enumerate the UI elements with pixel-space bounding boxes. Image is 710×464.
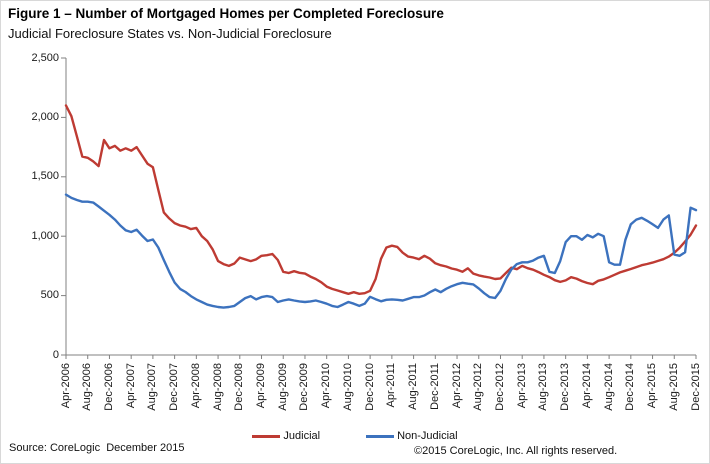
x-tick-label: Dec-2011 <box>428 363 441 410</box>
x-tick-label: Aug-2009 <box>276 363 289 411</box>
x-tick-label: Dec-2009 <box>298 363 311 411</box>
chart-legend: Judicial Non-Judicial <box>1 430 709 442</box>
x-tick-label: Apr-2012 <box>450 363 463 409</box>
x-tick-label: Dec-2010 <box>363 363 376 411</box>
source-note: Source: CoreLogic December 2015 <box>9 442 185 454</box>
legend-label: Judicial <box>283 430 321 442</box>
x-tick-label: Aug-2010 <box>341 363 354 411</box>
legend-item-judicial: Judicial <box>252 430 320 442</box>
x-tick-label: Dec-2014 <box>624 363 637 411</box>
x-tick-label: Dec-2013 <box>559 363 572 411</box>
y-tick-label: 1,500 <box>31 170 59 183</box>
x-tick-label: Dec-2006 <box>102 363 115 411</box>
x-tick-label: Aug-2012 <box>472 363 485 411</box>
chart-subtitle: Judicial Foreclosure States vs. Non-Judi… <box>8 26 332 41</box>
x-tick-label: Dec-2012 <box>493 363 506 411</box>
legend-item-non-judicial: Non-Judicial <box>366 430 458 442</box>
x-tick-label: Apr-2008 <box>189 363 202 409</box>
legend-line-swatch <box>252 434 281 438</box>
x-tick-label: Aug-2015 <box>667 363 680 411</box>
x-tick-label: Dec-2007 <box>168 363 181 411</box>
axis-lines <box>65 58 696 356</box>
copyright-note: ©2015 CoreLogic, Inc. All rights reserve… <box>414 445 618 457</box>
x-tick-label: Dec-2015 <box>689 363 702 411</box>
x-tick-label: Aug-2011 <box>407 363 420 410</box>
x-tick-label: Dec-2008 <box>233 363 246 411</box>
y-tick-label: 0 <box>52 348 59 361</box>
legend-line-swatch <box>366 434 395 438</box>
legend-label: Non-Judicial <box>397 430 458 442</box>
x-tick-label: Aug-2013 <box>537 363 550 411</box>
x-tick-label: Aug-2008 <box>211 363 224 411</box>
series-line-non-judicial <box>64 193 698 309</box>
y-tick-label: 2,000 <box>31 110 59 123</box>
x-tick-label: Apr-2009 <box>255 363 268 409</box>
x-tick-label: Apr-2014 <box>580 363 593 409</box>
y-tick-label: 500 <box>40 289 59 302</box>
x-tick-label: Aug-2007 <box>146 363 159 411</box>
chart-title: Figure 1 – Number of Mortgaged Homes per… <box>8 6 444 21</box>
y-tick-label: 1,000 <box>31 229 59 242</box>
x-tick-label: Apr-2010 <box>320 363 333 409</box>
x-tick-label: Apr-2007 <box>124 363 137 409</box>
x-tick-label: Apr-2013 <box>515 363 528 409</box>
y-tick-label: 2,500 <box>31 51 59 64</box>
series-line-judicial <box>64 104 698 295</box>
x-tick-label: Aug-2014 <box>602 363 615 411</box>
x-tick-label: Aug-2006 <box>81 363 94 411</box>
x-tick-label: Apr-2006 <box>59 363 72 409</box>
x-tick-label: Apr-2011 <box>385 363 398 408</box>
x-tick-label: Apr-2015 <box>646 363 659 409</box>
